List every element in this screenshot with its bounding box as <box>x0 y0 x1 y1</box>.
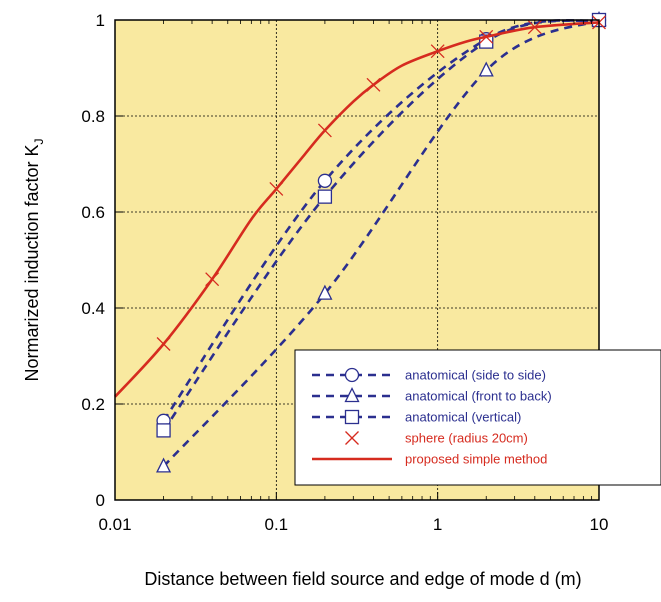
legend-label: anatomical (vertical) <box>405 410 521 425</box>
legend-item: anatomical (side to side) <box>312 368 546 383</box>
y-tick-label: 0.4 <box>81 299 105 318</box>
plot-frame <box>114 19 600 501</box>
legend-item: sphere (radius 20cm) <box>345 431 528 446</box>
x-axis-title: Distance between field source and edge o… <box>144 569 581 589</box>
legend-label: proposed simple method <box>405 452 547 467</box>
data-point <box>156 457 172 473</box>
data-point <box>317 284 333 300</box>
y-axis-title: Normarized induction factor KJ <box>22 138 46 381</box>
legend-label: anatomical (front to back) <box>405 389 552 404</box>
legend-item: proposed simple method <box>312 452 547 467</box>
series-line <box>162 18 600 432</box>
y-axis-title-subscript: J <box>32 138 46 144</box>
x-tick-label: 10 <box>590 515 609 534</box>
y-axis-title-main: Normarized induction factor K <box>22 144 42 381</box>
x-marker-stroke <box>345 431 359 445</box>
series-line <box>162 18 600 422</box>
legend-label: sphere (radius 20cm) <box>405 431 528 446</box>
legend-item: anatomical (front to back) <box>312 387 552 404</box>
y-tick-label: 0.6 <box>81 203 105 222</box>
y-tick-label: 1 <box>96 11 105 30</box>
legend-swatch-marker <box>344 367 360 383</box>
legend-label: anatomical (side to side) <box>405 368 546 383</box>
y-tick-label: 0.2 <box>81 395 105 414</box>
legend-item: anatomical (vertical) <box>312 410 521 425</box>
x-tick-label: 1 <box>433 515 442 534</box>
data-point <box>478 61 494 77</box>
legend-swatch-marker <box>345 431 359 445</box>
series-4 <box>114 21 600 398</box>
axis-ticks: 0.01 0.1 1 10 0 0.2 0.4 0.6 0.8 1 <box>81 11 608 534</box>
legend-swatch-marker <box>344 409 360 425</box>
data-point <box>317 189 333 204</box>
x-tick-label: 0.1 <box>265 515 289 534</box>
series-line <box>114 21 600 398</box>
y-tick-label: 0.8 <box>81 107 105 126</box>
y-tick-label: 0 <box>96 491 105 510</box>
x-tick-label: 0.01 <box>98 515 131 534</box>
data-point <box>156 423 171 438</box>
legend-swatch-marker <box>344 387 360 403</box>
legend: anatomical (side to side) anatomical (fro… <box>294 349 661 486</box>
data-point <box>317 173 333 188</box>
